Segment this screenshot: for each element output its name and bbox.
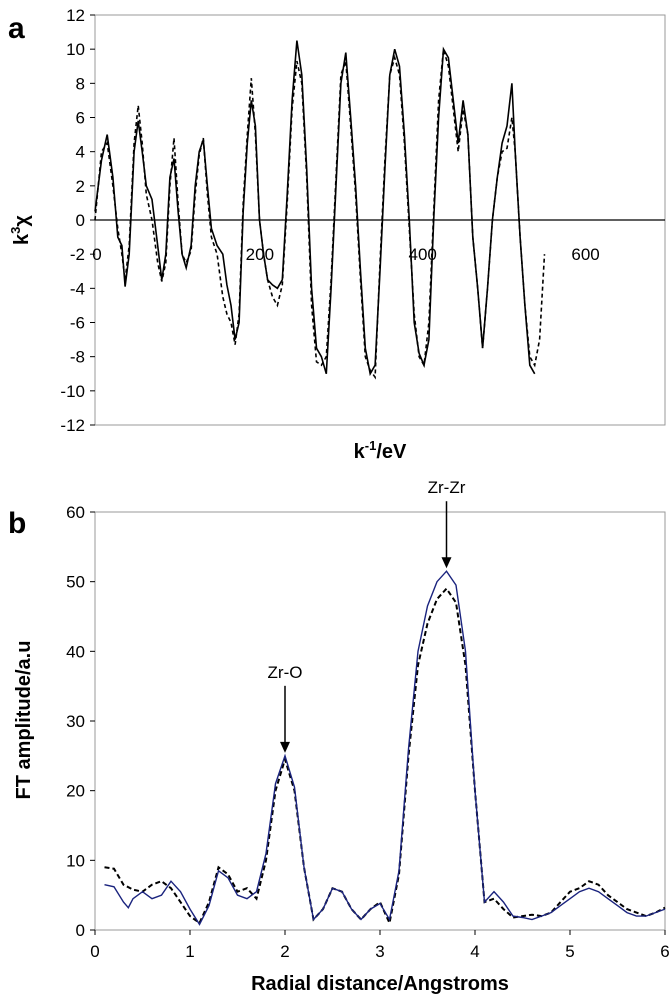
panel-a-y-tick-label: 6 xyxy=(76,109,85,128)
panel-b-annotation-arrow-head xyxy=(280,741,290,753)
panel-a-label: a xyxy=(8,12,25,45)
panel-a-y-tick-label: -12 xyxy=(60,416,85,435)
panel-a-y-tick-label: 10 xyxy=(66,40,85,59)
panel-a-series-experimental xyxy=(94,40,536,377)
panel-b-y-tick-label: 60 xyxy=(66,503,85,522)
panel-b-y-title: FT amplitude/a.u xyxy=(13,641,35,800)
panel-a-y-ticks: -12 -10 -8 -6 -4 -2 0 2 4 6 8 10 12 xyxy=(60,6,95,435)
panel-a-x-ticks: 0 200 400 600 xyxy=(92,245,599,264)
panel-b-y-tick-label: 20 xyxy=(66,782,85,801)
panel-b-annotation-arrow-head xyxy=(441,557,452,569)
panel-b-x-ticks: 0 1 2 3 4 5 6 xyxy=(90,930,670,961)
panel-b-x-tick-label: 0 xyxy=(90,942,99,961)
panel-a-y-tick-label: 0 xyxy=(76,211,85,230)
panel-b-y-tick-label: 10 xyxy=(66,851,85,870)
panel-b-annotations: Zr-O Zr-Zr xyxy=(268,478,466,753)
panel-a-y-tick-label: -10 xyxy=(60,382,85,401)
panel-a-y-tick-label: -6 xyxy=(70,314,85,333)
panel-b-x-tick-label: 1 xyxy=(185,942,194,961)
panel-a-y-title-rest: χ xyxy=(11,215,33,227)
panel-a-y-title-sup: 3 xyxy=(8,227,23,234)
panel-a-series xyxy=(94,40,546,380)
panel-b-x-tick-label: 6 xyxy=(660,942,669,961)
panel-b-series xyxy=(104,570,666,927)
panel-b-x-tick-label: 3 xyxy=(375,942,384,961)
panel-b-annotation-label: Zr-O xyxy=(268,663,303,682)
panel-a-x-title-rest: /eV xyxy=(376,441,407,463)
panel-a-x-tick-label: 600 xyxy=(571,245,599,264)
panel-b-y-tick-label: 50 xyxy=(66,573,85,592)
panel-a-x-tick-label: 200 xyxy=(246,245,274,264)
panel-b-frame xyxy=(94,511,666,931)
panel-a-y-tick-label: -2 xyxy=(70,245,85,264)
panel-b-x-tick-label: 4 xyxy=(470,942,479,961)
panel-b-x-title: Radial distance/Angstroms xyxy=(251,973,509,995)
panel-b-series-experimental xyxy=(104,586,666,927)
panel-a-y-title-main: k xyxy=(11,233,33,245)
panel-a-y-tick-label: 2 xyxy=(76,177,85,196)
panel-b-label: b xyxy=(8,507,26,540)
panel-a-x-title: k-1/eV xyxy=(354,438,407,463)
panel-a-y-tick-label: 4 xyxy=(76,143,85,162)
panel-b-y-tick-label: 30 xyxy=(66,712,85,731)
panel-b-series-fit xyxy=(104,570,666,926)
panel-a-x-tick-label: 0 xyxy=(92,245,101,264)
panel-b-x-tick-label: 5 xyxy=(565,942,574,961)
panel-a-x-title-sup: -1 xyxy=(365,438,377,453)
panel-a-y-tick-label: -8 xyxy=(70,348,85,367)
panel-a-series-fit xyxy=(94,48,546,380)
panel-a-y-title: k3χ xyxy=(8,215,33,245)
panel-a-x-tick-label: 400 xyxy=(409,245,437,264)
panel-b-annotation-label: Zr-Zr xyxy=(428,478,466,497)
panel-b-y-tick-label: 0 xyxy=(76,921,85,940)
panel-a-y-tick-label: 8 xyxy=(76,74,85,93)
panel-b-y-ticks: 0 10 20 30 40 50 60 xyxy=(66,503,95,940)
panel-a-x-title-main: k xyxy=(354,441,366,463)
panel-b-x-tick-label: 2 xyxy=(280,942,289,961)
panel-b-y-tick-label: 40 xyxy=(66,642,85,661)
panel-a-y-tick-label: -4 xyxy=(70,279,85,298)
panel-a-y-tick-label: 12 xyxy=(66,6,85,25)
